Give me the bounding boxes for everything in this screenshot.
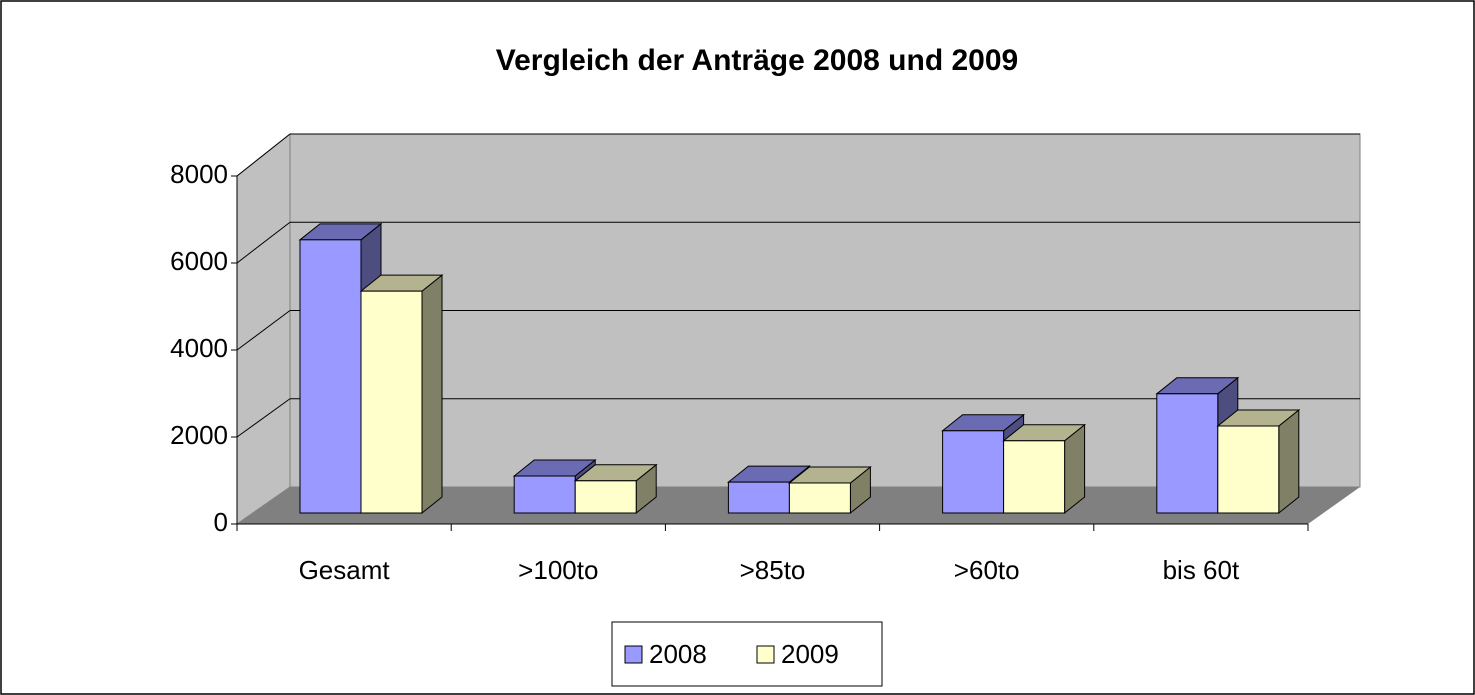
y-tick-label: 2000	[170, 420, 228, 450]
x-tick-label: bis 60t	[1163, 555, 1240, 585]
legend-label: 2009	[781, 639, 839, 669]
bar	[727, 481, 790, 514]
x-tick-label: >100to	[518, 555, 598, 585]
bar	[942, 430, 1005, 514]
grid-line	[236, 133, 291, 177]
y-tick-label: 6000	[170, 246, 228, 276]
y-tick-label: 8000	[170, 159, 228, 189]
grid-line	[236, 398, 291, 438]
y-tick-label: 4000	[170, 333, 228, 363]
bar	[574, 480, 637, 514]
bar	[360, 290, 423, 514]
x-tick-label: >60to	[954, 555, 1020, 585]
bar	[788, 482, 851, 514]
bar	[1156, 393, 1219, 514]
x-tick-label: >85to	[740, 555, 806, 585]
grid-line	[236, 310, 291, 351]
y-tick-label: 0	[214, 507, 228, 537]
bar	[1217, 425, 1280, 514]
bar	[1003, 440, 1066, 514]
bar-side	[421, 274, 443, 515]
bar-side	[1278, 408, 1300, 515]
x-tick-label: Gesamt	[299, 555, 391, 585]
bar	[513, 475, 576, 514]
legend-swatch	[624, 645, 643, 664]
bar	[299, 239, 362, 514]
grid-line	[236, 221, 291, 264]
legend-swatch	[756, 645, 775, 664]
legend	[611, 621, 883, 687]
chart-title: Vergleich der Anträge 2008 und 2009	[496, 44, 1018, 77]
legend-label: 2008	[649, 639, 707, 669]
side-wall	[236, 132, 291, 525]
